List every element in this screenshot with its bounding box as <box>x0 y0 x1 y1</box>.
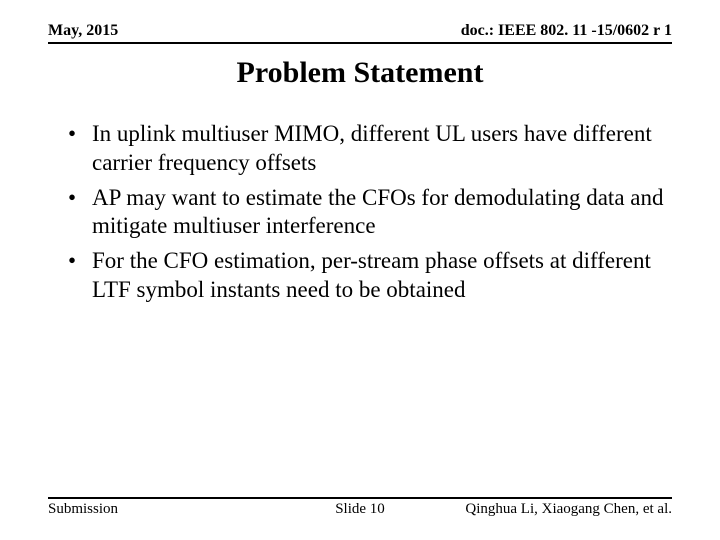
slide: May, 2015 doc.: IEEE 802. 11 -15/0602 r … <box>0 0 720 540</box>
slide-title: Problem Statement <box>48 56 672 90</box>
header-doc-id: doc.: IEEE 802. 11 -15/0602 r 1 <box>461 22 672 40</box>
bullet-list: In uplink multiuser MIMO, different UL u… <box>48 120 672 305</box>
header-date: May, 2015 <box>48 22 118 40</box>
bullet-item: For the CFO estimation, per-stream phase… <box>74 247 666 305</box>
footer-authors: Qinghua Li, Xiaogang Chen, et al. <box>465 501 672 518</box>
header: May, 2015 doc.: IEEE 802. 11 -15/0602 r … <box>48 22 672 44</box>
bullet-item: In uplink multiuser MIMO, different UL u… <box>74 120 666 178</box>
footer-slide-number: Slide 10 <box>335 501 385 518</box>
footer: Submission Slide 10 Qinghua Li, Xiaogang… <box>48 497 672 518</box>
bullet-item: AP may want to estimate the CFOs for dem… <box>74 184 666 242</box>
footer-left: Submission <box>48 501 118 518</box>
